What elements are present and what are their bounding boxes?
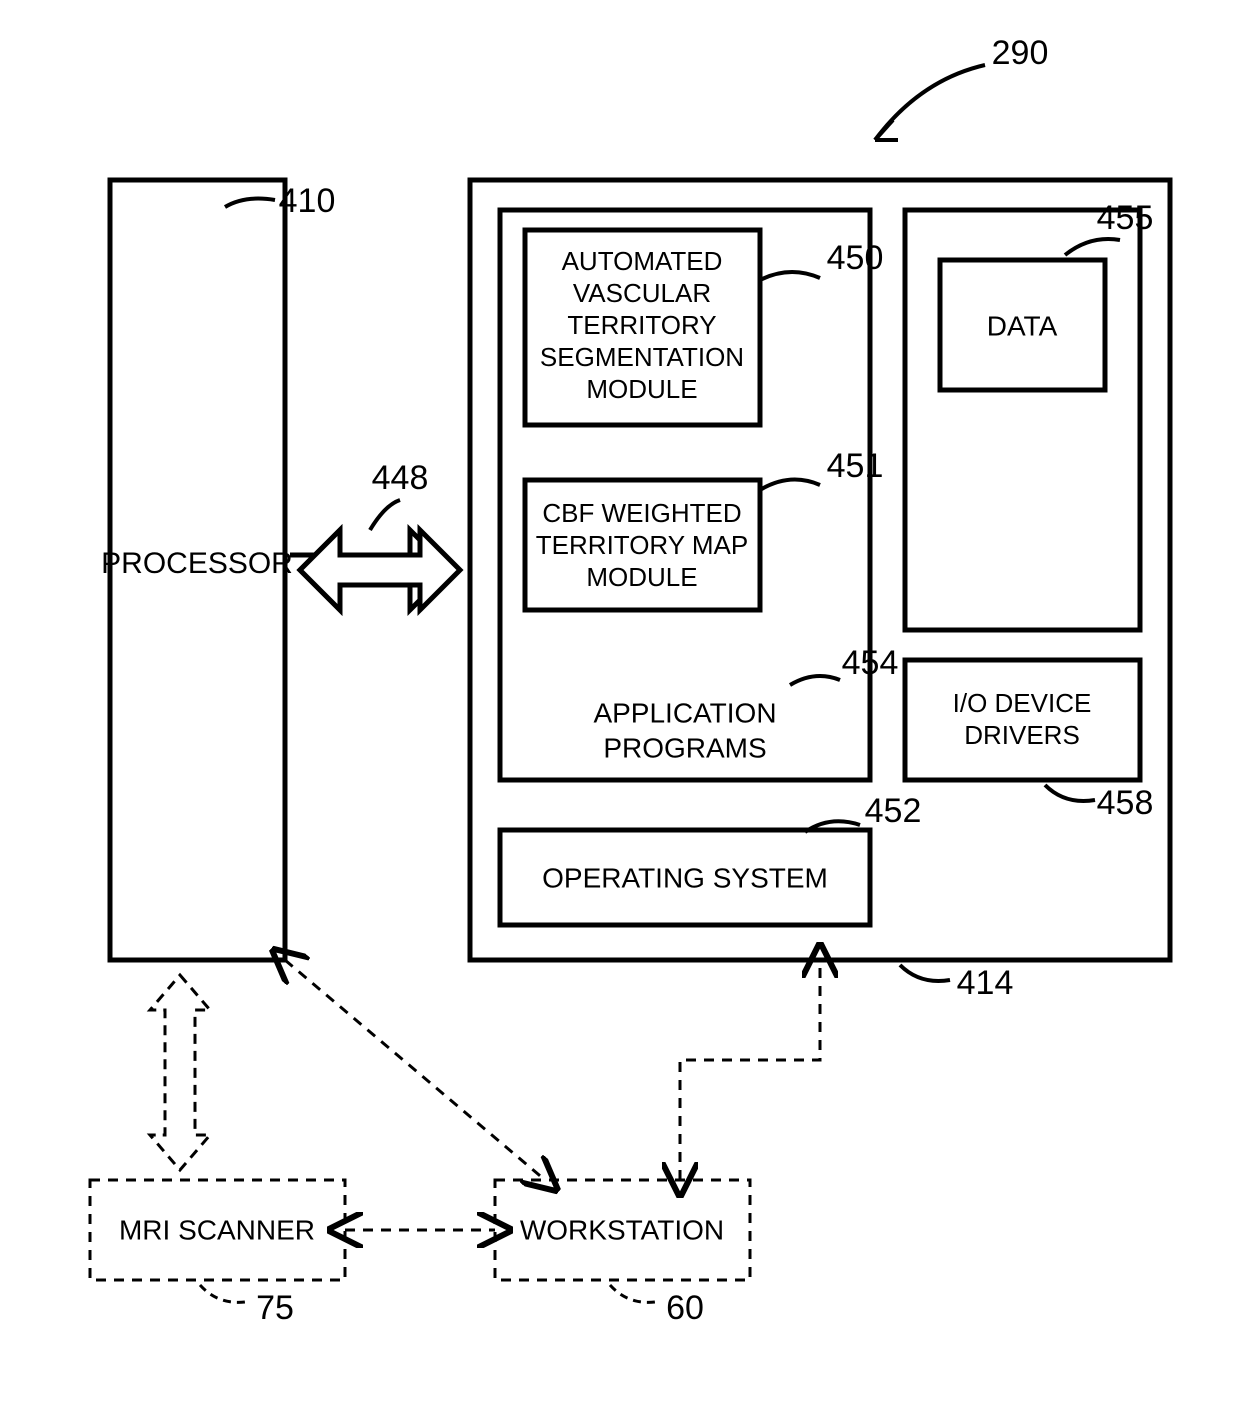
leader-451 (760, 480, 820, 490)
processor-label: PROCESSOR (101, 547, 293, 580)
workstation-label: WORKSTATION (520, 1214, 724, 1245)
ref-290: 290 (992, 34, 1049, 72)
avts-line-1: AUTOMATED (562, 246, 723, 276)
ref-455: 455 (1097, 199, 1154, 237)
avts-line-4: SEGMENTATION (540, 342, 744, 372)
app-programs-label-1: APPLICATION (593, 697, 776, 728)
block-diagram: 290 PROCESSOR 410 414 APPLICATION PROGRA… (0, 0, 1240, 1409)
ref-75: 75 (256, 1289, 294, 1327)
ref-451: 451 (827, 447, 884, 485)
avts-line-3: TERRITORY (567, 310, 716, 340)
os-label: OPERATING SYSTEM (542, 862, 828, 893)
data-label: DATA (987, 310, 1058, 341)
leader-448 (370, 500, 400, 530)
cbf-line-1: CBF WEIGHTED (542, 498, 741, 528)
leader-410 (225, 199, 275, 207)
io-line-2: DRIVERS (964, 720, 1080, 750)
mri-label: MRI SCANNER (119, 1214, 315, 1245)
ref-454: 454 (842, 644, 899, 682)
bus-double-arrow (300, 530, 460, 610)
ref-410: 410 (279, 182, 336, 220)
cbf-line-3: MODULE (586, 562, 697, 592)
leader-290 (875, 65, 985, 140)
workstation-memory-link (680, 960, 820, 1180)
ref-452: 452 (865, 792, 922, 830)
app-programs-label-2: PROGRAMS (603, 732, 766, 763)
ref-448: 448 (372, 459, 429, 497)
leader-454 (790, 676, 840, 685)
avts-line-2: VASCULAR (573, 278, 711, 308)
io-line-1: I/O DEVICE (953, 688, 1092, 718)
leader-458 (1045, 785, 1095, 801)
leader-455 (1065, 239, 1120, 255)
proc-workstation-link (285, 960, 545, 1180)
leader-450 (760, 272, 820, 280)
ref-458: 458 (1097, 784, 1154, 822)
ref-450: 450 (827, 239, 884, 277)
avts-line-5: MODULE (586, 374, 697, 404)
ref-414: 414 (957, 964, 1014, 1002)
leader-60 (610, 1285, 655, 1302)
proc-mri-arrow (150, 975, 210, 1170)
ref-60: 60 (666, 1289, 704, 1327)
cbf-line-2: TERRITORY MAP (536, 530, 748, 560)
leader-414 (900, 965, 950, 981)
leader-75 (200, 1285, 245, 1302)
